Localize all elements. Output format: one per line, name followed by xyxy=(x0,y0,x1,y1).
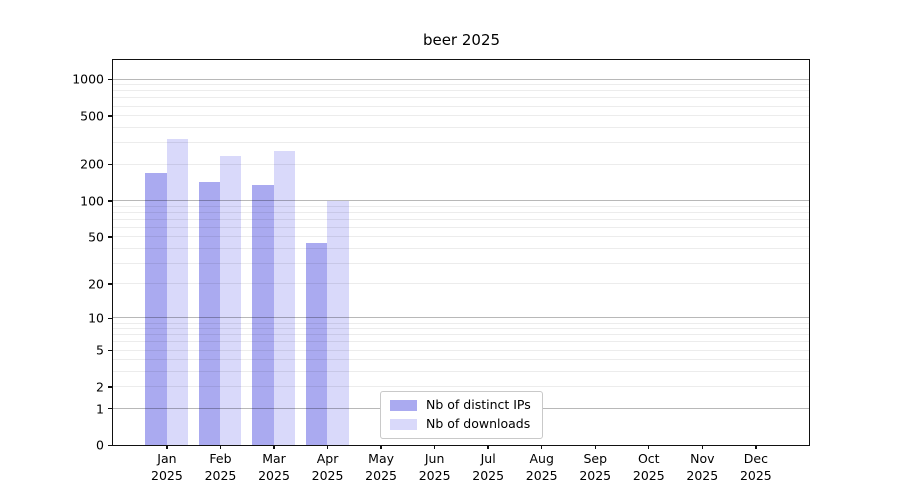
x-tick xyxy=(755,445,757,450)
x-tick-label: Dec 2025 xyxy=(739,451,772,483)
x-tick-label: Nov 2025 xyxy=(686,451,719,483)
bar-downloads-jan xyxy=(166,139,188,445)
gridline-minor xyxy=(113,349,809,351)
x-tick-label: Jan 2025 xyxy=(151,451,183,483)
gridline-minor xyxy=(113,211,809,213)
gridline-minor xyxy=(113,283,809,285)
gridline-minor xyxy=(113,359,809,361)
y-tick xyxy=(108,386,113,388)
x-tick xyxy=(648,445,650,450)
bar-distinct-ips-mar xyxy=(252,184,274,445)
x-tick xyxy=(219,445,222,450)
legend-swatch-downloads xyxy=(390,418,417,430)
x-tick-label: Apr 2025 xyxy=(311,451,344,483)
gridline-minor xyxy=(113,386,809,388)
gridline-minor xyxy=(113,97,809,99)
y-tick-label: 200 xyxy=(80,156,104,172)
gridline-minor xyxy=(113,115,809,117)
y-tick-label: 1000 xyxy=(72,71,104,87)
y-tick xyxy=(108,236,113,238)
gridline-minor xyxy=(113,328,809,330)
gridline-minor xyxy=(113,226,809,228)
legend-item-downloads: Nb of downloads xyxy=(390,417,531,431)
gridline-minor xyxy=(113,341,809,343)
gridline-minor xyxy=(113,236,809,238)
plot-area xyxy=(112,59,810,446)
gridline-major xyxy=(113,317,809,319)
gridline-minor xyxy=(113,105,809,107)
gridline-minor xyxy=(113,90,809,92)
x-tick-label: May 2025 xyxy=(365,451,397,483)
gridline-minor xyxy=(113,247,809,249)
chart-title: beer 2025 xyxy=(422,31,501,49)
y-tick xyxy=(108,78,113,81)
y-tick xyxy=(108,200,113,202)
x-tick xyxy=(541,445,543,450)
bar-distinct-ips-apr xyxy=(305,243,328,445)
y-tick xyxy=(108,115,113,117)
y-tick xyxy=(108,444,113,447)
y-tick-label: 50 xyxy=(88,229,104,245)
x-tick xyxy=(594,445,596,450)
y-tick xyxy=(108,407,113,410)
legend: Nb of distinct IPs Nb of downloads xyxy=(380,391,543,439)
y-tick-label: 500 xyxy=(80,108,104,124)
y-tick-label: 100 xyxy=(80,193,104,209)
bar-distinct-ips-jan xyxy=(145,172,167,445)
y-tick-label: 10 xyxy=(88,310,104,326)
x-tick-label: Mar 2025 xyxy=(258,451,290,483)
y-tick-label: 20 xyxy=(88,276,104,292)
y-tick xyxy=(108,349,113,352)
gridline-major xyxy=(113,78,809,80)
gridline-minor xyxy=(113,218,809,220)
x-tick-label: Jun 2025 xyxy=(418,451,451,483)
x-tick-label: Aug 2025 xyxy=(525,451,558,483)
gridline-minor xyxy=(113,126,809,128)
x-tick-label: Feb 2025 xyxy=(204,451,237,483)
x-tick xyxy=(273,445,275,450)
gridline-minor xyxy=(113,205,809,207)
legend-swatch-distinct-ips xyxy=(390,399,417,411)
gridline-minor xyxy=(113,371,809,373)
legend-label-downloads: Nb of downloads xyxy=(426,416,531,431)
x-tick-label: Oct 2025 xyxy=(632,451,665,483)
x-tick-label: Jul 2025 xyxy=(472,451,505,483)
legend-item-distinct-ips: Nb of distinct IPs xyxy=(390,398,531,412)
y-tick-label: 0 xyxy=(96,437,104,453)
bar-downloads-feb xyxy=(220,156,242,445)
y-tick xyxy=(108,283,113,285)
x-tick xyxy=(433,445,436,450)
gridline-minor xyxy=(113,163,809,165)
x-tick xyxy=(701,445,703,450)
gridline-minor xyxy=(113,334,809,336)
gridline-minor xyxy=(113,142,809,144)
bar-downloads-apr xyxy=(327,200,349,445)
x-tick xyxy=(166,445,168,450)
y-tick-label: 1 xyxy=(96,401,104,417)
x-tick xyxy=(380,445,382,450)
bar-distinct-ips-feb xyxy=(198,181,221,445)
x-tick xyxy=(326,445,329,450)
gridline-minor xyxy=(113,84,809,86)
y-tick-label: 5 xyxy=(96,342,104,358)
y-tick xyxy=(108,317,113,320)
bar-downloads-mar xyxy=(273,151,296,445)
x-tick xyxy=(487,445,489,450)
y-tick-label: 2 xyxy=(96,379,104,395)
gridline-minor xyxy=(113,262,809,264)
legend-label-distinct-ips: Nb of distinct IPs xyxy=(426,397,531,412)
y-tick xyxy=(108,163,113,166)
gridline-minor xyxy=(113,322,809,324)
gridline-major xyxy=(113,200,809,201)
x-tick-label: Sep 2025 xyxy=(579,451,612,483)
